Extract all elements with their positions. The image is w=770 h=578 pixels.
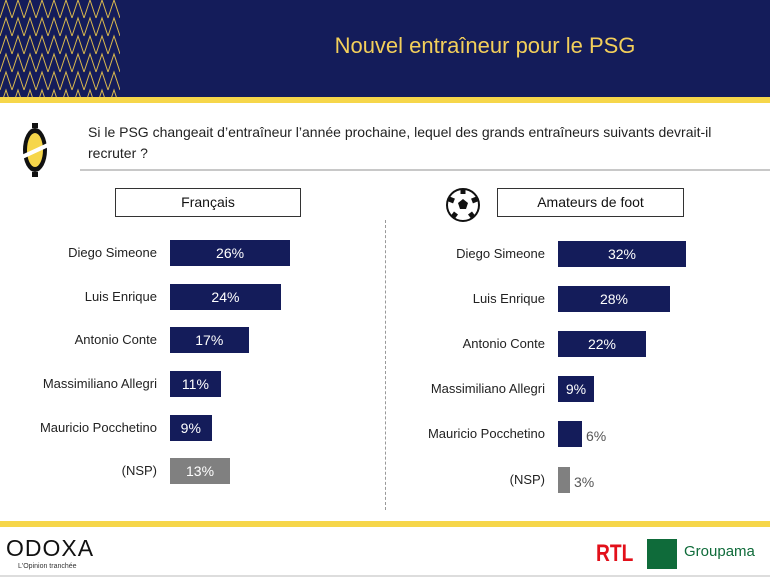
group-label-francais: Français [115, 188, 301, 217]
category-label: Massimiliano Allegri [42, 376, 157, 391]
category-label: Diego Simeone [456, 246, 545, 261]
data-label: 28% [599, 291, 629, 307]
bar [558, 467, 570, 493]
data-label: 17% [195, 332, 224, 348]
odoxa-logo-icon [22, 123, 48, 177]
category-label: Mauricio Pocchetino [427, 426, 545, 441]
data-label: 6% [586, 428, 607, 444]
data-label: 13% [186, 463, 215, 479]
category-label: Luis Enrique [472, 291, 545, 306]
data-label: 11% [181, 376, 209, 392]
bar [170, 415, 212, 441]
odoxa-tagline: L'Opinion tranchée [18, 563, 77, 570]
soccer-ball-icon [446, 188, 480, 222]
groupama-logo-icon [647, 539, 677, 569]
category-label: Mauricio Pocchetino [39, 420, 157, 435]
survey-question: Si le PSG changeait d’entraîneur l’année… [88, 124, 712, 161]
bar [170, 284, 281, 310]
data-label: 24% [211, 289, 240, 305]
bar [170, 327, 249, 353]
bar [170, 371, 221, 397]
data-label: 3% [574, 474, 595, 490]
bar [558, 331, 646, 357]
divider-line [80, 169, 770, 171]
data-label: 9% [180, 420, 201, 436]
category-label: Massimiliano Allegri [430, 381, 545, 396]
category-label: (NSP) [509, 472, 545, 487]
header-banner: Nouvel entraîneur pour le PSG [0, 0, 770, 97]
rtl-logo: RTL [596, 540, 634, 567]
bar [558, 421, 582, 447]
category-label: Antonio Conte [74, 332, 157, 347]
bar [558, 241, 686, 267]
bar [170, 458, 231, 484]
data-label: 9% [565, 381, 587, 397]
data-label: 32% [607, 246, 637, 262]
bar [170, 240, 291, 266]
chevron-pattern-decoration [0, 0, 120, 97]
groupama-logo: Groupama [684, 543, 755, 560]
panel-divider [385, 220, 386, 510]
group-label-amateurs: Amateurs de foot [497, 188, 684, 217]
bottom-line [0, 575, 770, 577]
category-label: Diego Simeone [68, 245, 157, 260]
bar [558, 286, 670, 312]
bar [558, 376, 594, 402]
data-label: 22% [587, 336, 617, 352]
footer-accent-strip [0, 521, 770, 527]
data-label: 26% [216, 245, 245, 261]
odoxa-logo: ODOXA [6, 535, 95, 561]
page-title: Nouvel entraîneur pour le PSG [334, 33, 636, 58]
header-accent-strip [0, 97, 770, 103]
category-label: (NSP) [121, 463, 157, 478]
category-label: Luis Enrique [84, 289, 157, 304]
category-label: Antonio Conte [462, 336, 545, 351]
